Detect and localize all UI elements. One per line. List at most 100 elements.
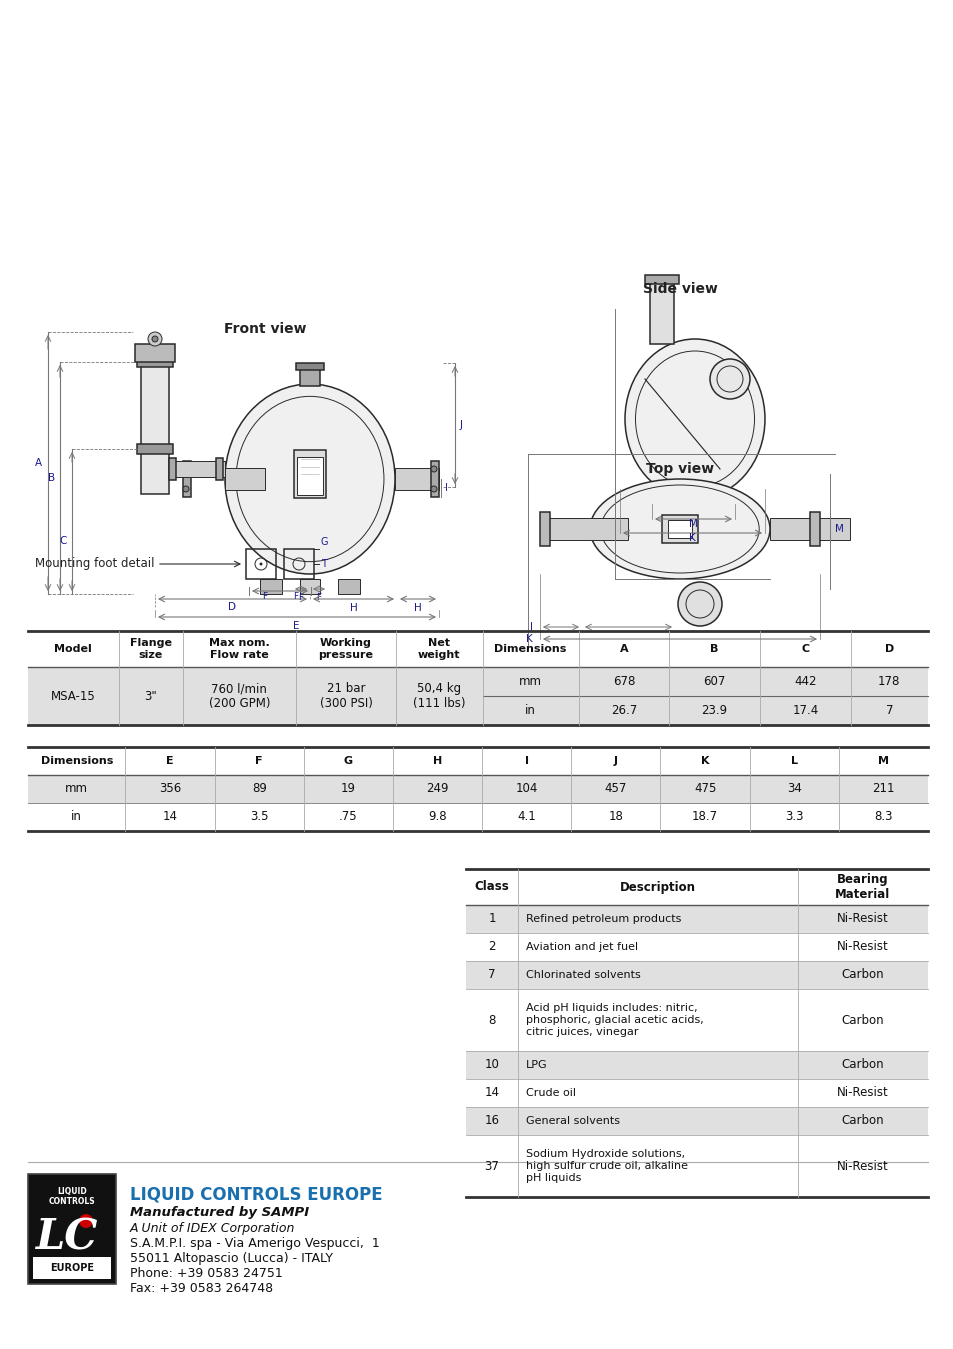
Text: 34: 34 <box>786 782 801 796</box>
Text: M: M <box>877 755 888 766</box>
Bar <box>284 549 314 579</box>
Text: I: I <box>530 622 533 631</box>
Text: Description: Description <box>619 881 696 893</box>
Text: LIQUID CONTROLS EUROPE: LIQUID CONTROLS EUROPE <box>130 1186 382 1205</box>
Text: Mounting foot detail: Mounting foot detail <box>35 557 154 571</box>
Text: K: K <box>700 755 709 766</box>
Text: G: G <box>320 537 328 546</box>
Text: 18: 18 <box>608 811 622 823</box>
Text: Ni-Resist: Ni-Resist <box>836 940 888 954</box>
Bar <box>296 457 323 495</box>
Text: E: E <box>293 621 299 631</box>
Circle shape <box>152 336 158 343</box>
Text: F: F <box>293 592 297 602</box>
Text: Dimensions: Dimensions <box>41 755 112 766</box>
Text: H: H <box>349 603 357 612</box>
Circle shape <box>678 581 721 626</box>
Text: Chlorinated solvents: Chlorinated solvents <box>525 970 640 979</box>
Text: C: C <box>801 643 808 654</box>
Bar <box>465 1051 927 1079</box>
Bar <box>28 774 927 803</box>
Bar <box>769 518 849 540</box>
Text: 23.9: 23.9 <box>700 704 727 718</box>
Circle shape <box>259 563 262 565</box>
Text: 475: 475 <box>693 782 716 796</box>
Text: 2: 2 <box>488 940 496 954</box>
Text: F: F <box>298 592 303 602</box>
Bar <box>465 960 927 989</box>
Bar <box>169 461 225 478</box>
Bar <box>246 549 275 579</box>
Text: Carbon: Carbon <box>841 1013 883 1027</box>
Bar <box>294 451 326 498</box>
Bar <box>28 1174 116 1284</box>
Text: 16: 16 <box>484 1114 499 1128</box>
Text: LPG: LPG <box>525 1060 547 1070</box>
Text: MSA-15: MSA-15 <box>51 689 95 703</box>
Text: A: A <box>35 459 42 468</box>
Bar <box>141 359 169 494</box>
Text: Ni-Resist: Ni-Resist <box>836 912 888 925</box>
Text: in: in <box>525 704 536 718</box>
Text: Ni-Resist: Ni-Resist <box>836 1160 888 1172</box>
Bar <box>465 1108 927 1135</box>
Text: 8.3: 8.3 <box>873 811 892 823</box>
Text: 14: 14 <box>162 811 177 823</box>
Text: 14: 14 <box>484 1086 499 1099</box>
Bar <box>28 666 927 724</box>
Ellipse shape <box>624 339 764 499</box>
Text: Flange
size: Flange size <box>130 638 172 660</box>
Text: D: D <box>883 643 893 654</box>
Text: Manufactured by SAMPI: Manufactured by SAMPI <box>130 1206 309 1219</box>
Text: 760 l/min
(200 GPM): 760 l/min (200 GPM) <box>209 683 270 710</box>
Text: Dimensions: Dimensions <box>494 643 566 654</box>
Bar <box>299 368 319 386</box>
Bar <box>539 513 550 546</box>
Bar <box>809 513 820 546</box>
Text: 7: 7 <box>884 704 892 718</box>
Text: Working
pressure: Working pressure <box>318 638 374 660</box>
Bar <box>465 1079 927 1108</box>
Text: K: K <box>688 533 695 544</box>
Text: B: B <box>48 473 55 483</box>
Bar <box>337 579 359 594</box>
Text: J: J <box>459 420 462 430</box>
Bar <box>547 518 627 540</box>
Bar <box>215 459 223 480</box>
Text: 356: 356 <box>159 782 181 796</box>
Text: Sodium Hydroxide solutions,
high sulfur crude oil, alkaline
pH liquids: Sodium Hydroxide solutions, high sulfur … <box>525 1149 687 1183</box>
Text: A Unit of IDEX Corporation: A Unit of IDEX Corporation <box>130 1222 295 1234</box>
Text: 1: 1 <box>488 912 496 925</box>
Text: 50,4 kg
(111 lbs): 50,4 kg (111 lbs) <box>413 683 465 710</box>
Text: Net
weight: Net weight <box>417 638 460 660</box>
Bar <box>137 359 172 367</box>
Text: 211: 211 <box>871 782 894 796</box>
Text: 26.7: 26.7 <box>610 704 637 718</box>
Text: 104: 104 <box>515 782 537 796</box>
Text: I: I <box>524 755 528 766</box>
Bar <box>225 468 265 490</box>
Bar <box>395 468 438 490</box>
Bar <box>465 905 927 934</box>
Text: A: A <box>619 643 628 654</box>
Bar <box>135 344 174 362</box>
Text: Bearing
Material: Bearing Material <box>835 873 890 901</box>
Bar <box>465 989 927 1051</box>
Text: 18.7: 18.7 <box>691 811 718 823</box>
Text: Acid pH liquids includes: nitric,
phosphoric, glacial acetic acids,
citric juice: Acid pH liquids includes: nitric, phosph… <box>525 1004 703 1036</box>
Text: mm: mm <box>65 782 89 796</box>
Circle shape <box>431 465 436 472</box>
Bar <box>28 747 927 774</box>
Text: in: in <box>71 811 82 823</box>
Circle shape <box>709 359 749 399</box>
Text: Crude oil: Crude oil <box>525 1089 576 1098</box>
Circle shape <box>183 465 189 472</box>
Text: 442: 442 <box>793 674 816 688</box>
Text: 457: 457 <box>604 782 626 796</box>
Text: EUROPE: EUROPE <box>50 1263 94 1273</box>
Bar <box>431 461 438 496</box>
Text: D: D <box>229 602 236 612</box>
Bar <box>33 1257 111 1279</box>
Text: .75: .75 <box>338 811 357 823</box>
Text: M: M <box>834 523 843 534</box>
